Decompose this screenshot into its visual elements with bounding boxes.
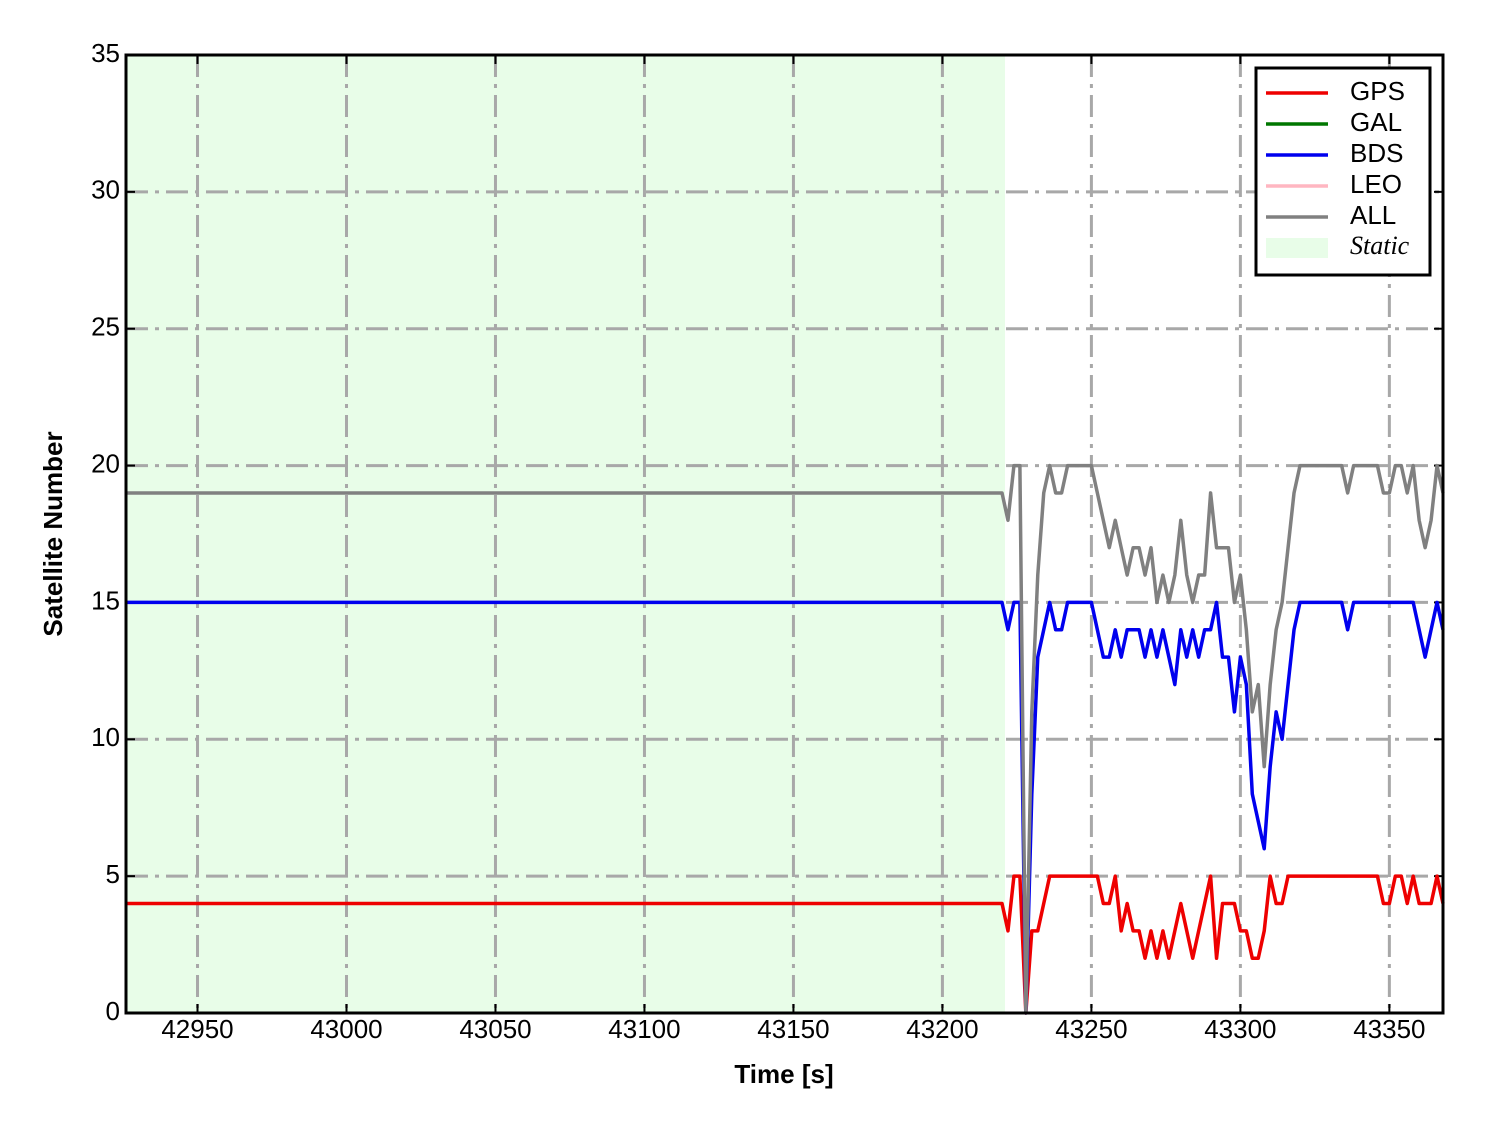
legend-label: Static <box>1350 231 1410 260</box>
y-tick-label: 0 <box>106 996 120 1026</box>
x-tick-label: 43250 <box>1055 1014 1127 1044</box>
legend-label: ALL <box>1350 200 1396 230</box>
y-tick-label: 35 <box>91 38 120 68</box>
legend-label: GAL <box>1350 107 1402 137</box>
y-tick-label: 5 <box>106 859 120 889</box>
x-tick-label: 43150 <box>757 1014 829 1044</box>
legend-label: LEO <box>1350 169 1402 199</box>
x-tick-label: 42950 <box>161 1014 233 1044</box>
legend-label: BDS <box>1350 138 1403 168</box>
x-axis-label: Time [s] <box>734 1059 833 1089</box>
y-tick-label: 10 <box>91 722 120 752</box>
series-line <box>126 463 1445 1015</box>
x-tick-label: 43100 <box>608 1014 680 1044</box>
x-tick-label: 43300 <box>1204 1014 1276 1044</box>
static-span <box>126 55 1005 1013</box>
y-tick-label: 15 <box>91 585 120 615</box>
y-axis-label: Satellite Number <box>38 431 68 636</box>
series-line <box>126 874 1445 1015</box>
y-tick-label: 25 <box>91 312 120 342</box>
y-tick-label: 30 <box>91 175 120 205</box>
y-tick-label: 20 <box>91 448 120 478</box>
legend-swatch <box>1266 238 1328 258</box>
legend-label: GPS <box>1350 76 1405 106</box>
x-tick-label: 43050 <box>459 1014 531 1044</box>
series-line <box>126 600 1445 1015</box>
x-tick-label: 43200 <box>906 1014 978 1044</box>
plot-frame <box>124 53 1445 1015</box>
x-tick-label: 43000 <box>310 1014 382 1044</box>
x-tick-label: 43350 <box>1353 1014 1425 1044</box>
